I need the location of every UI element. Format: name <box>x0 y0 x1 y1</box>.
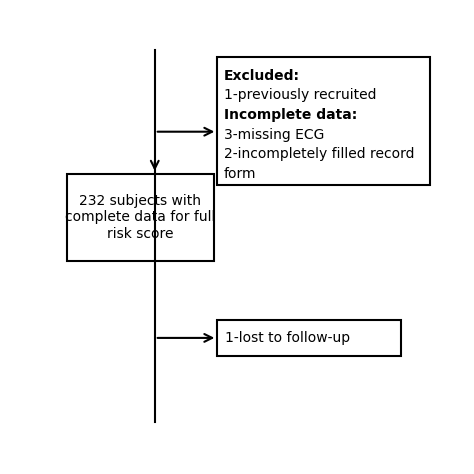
Text: 3-missing ECG: 3-missing ECG <box>224 128 324 142</box>
Bar <box>217 319 401 356</box>
Text: 1-lost to follow-up: 1-lost to follow-up <box>225 331 350 345</box>
Bar <box>66 173 213 261</box>
Text: Excluded:: Excluded: <box>224 69 300 82</box>
Bar <box>217 57 430 185</box>
Text: Incomplete data:: Incomplete data: <box>224 108 357 122</box>
Text: 232 subjects with
complete data for full
risk score: 232 subjects with complete data for full… <box>65 194 215 241</box>
Text: 2-incompletely filled record: 2-incompletely filled record <box>224 147 414 161</box>
Text: 1-previously recruited: 1-previously recruited <box>224 88 376 102</box>
Text: form: form <box>224 167 256 181</box>
